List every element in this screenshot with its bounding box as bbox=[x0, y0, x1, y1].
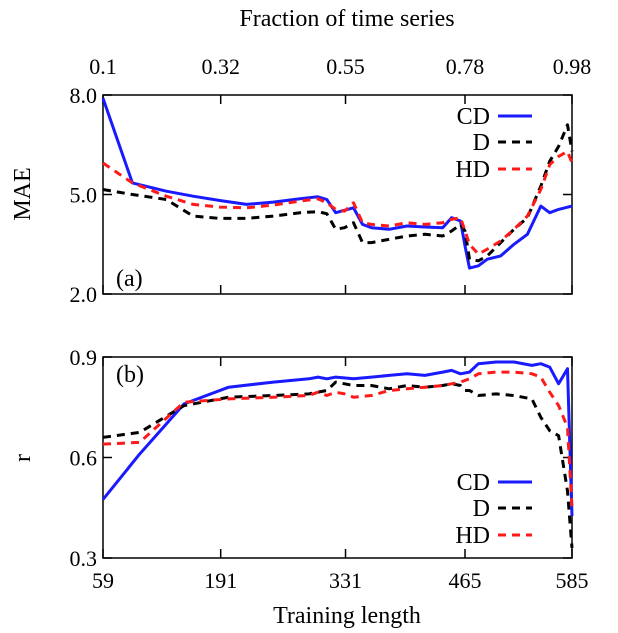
top-axis-title: Fraction of time series bbox=[239, 6, 454, 32]
legend-a-hd-label: HD bbox=[455, 157, 490, 183]
top-tick-label: 0.98 bbox=[553, 54, 592, 79]
y-tick-label: 2.0 bbox=[70, 282, 98, 307]
x-tick-label: 585 bbox=[556, 568, 589, 593]
panel-b-frame bbox=[102, 356, 573, 559]
series-d-line bbox=[102, 380, 574, 549]
y-tick-label: 0.6 bbox=[70, 446, 98, 471]
legend-b-hd-label: HD bbox=[455, 523, 490, 549]
x-tick-label: 59 bbox=[92, 568, 114, 593]
y-tick-label: 0.3 bbox=[70, 546, 98, 571]
series-d-line bbox=[102, 123, 574, 263]
y-tick-label: 0.9 bbox=[70, 345, 98, 370]
panel-a-label: (a) bbox=[116, 266, 143, 292]
panel-b-ticks: 0.3 0.6 0.9 59 191 331 465 585 bbox=[70, 345, 589, 593]
panel-a-series bbox=[101, 97, 574, 270]
panel-a-frame bbox=[102, 94, 573, 295]
panel-a-legend: CD D HD bbox=[455, 104, 532, 183]
panel-b-xlabel: Training length bbox=[273, 603, 421, 629]
y-tick-label: 8.0 bbox=[70, 83, 98, 108]
panel-a-ylabel: MAE bbox=[10, 167, 36, 220]
legend-b-cd-label: CD bbox=[457, 470, 490, 496]
series-cd-line bbox=[101, 360, 574, 517]
panel-a-mae: 2.0 5.0 8.0 0.1 0.32 0.55 0.78 0.98 MAE (a) CD … bbox=[10, 54, 591, 307]
x-tick-label: 331 bbox=[329, 568, 362, 593]
top-tick-label: 0.32 bbox=[201, 54, 240, 79]
x-tick-label: 465 bbox=[449, 568, 482, 593]
series-cd-line bbox=[101, 97, 573, 270]
panel-a-ticks: 2.0 5.0 8.0 0.1 0.32 0.55 0.78 0.98 bbox=[70, 54, 592, 307]
panel-b-legend: CD D HD bbox=[455, 470, 532, 549]
panel-b-correlation: 0.3 0.6 0.9 59 191 331 465 585 r Training lengt… bbox=[10, 345, 589, 629]
top-tick-label: 0.55 bbox=[326, 54, 365, 79]
y-tick-label: 5.0 bbox=[70, 183, 98, 208]
legend-b-d-label: D bbox=[473, 496, 490, 522]
panel-b-series bbox=[101, 360, 574, 549]
x-tick-label: 191 bbox=[204, 568, 237, 593]
legend-a-cd-label: CD bbox=[457, 104, 490, 130]
panel-b-label: (b) bbox=[116, 362, 144, 388]
top-tick-label: 0.78 bbox=[446, 54, 485, 79]
series-hd-line bbox=[102, 370, 574, 508]
panel-b-ylabel: r bbox=[10, 454, 36, 462]
top-tick-label: 0.1 bbox=[89, 54, 117, 79]
legend-a-d-label: D bbox=[473, 130, 490, 156]
